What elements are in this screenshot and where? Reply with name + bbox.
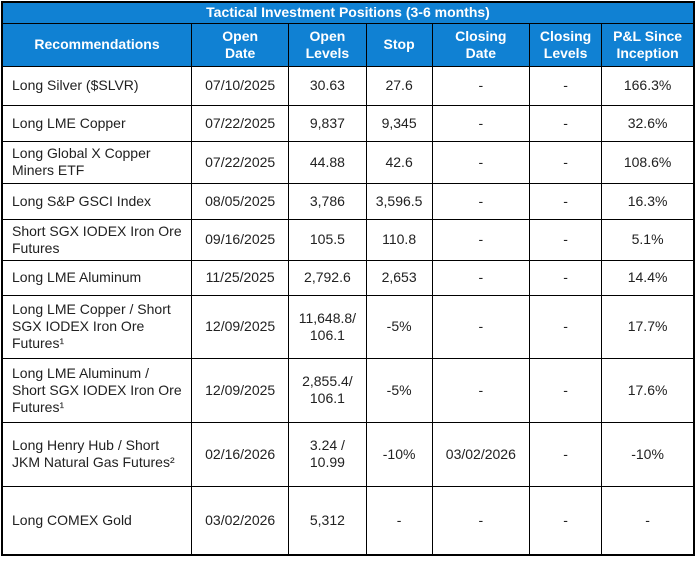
stop-cell: 110.8 xyxy=(365,218,433,261)
closing-levels-cell: - xyxy=(528,294,603,359)
table-row: Long S&P GSCI Index 08/05/2025 3,786 3,596.… xyxy=(1,182,695,220)
stop-cell: 27.6 xyxy=(365,65,433,106)
closing-levels-cell: - xyxy=(528,421,603,487)
open-date-cell: 07/10/2025 xyxy=(191,65,290,106)
stop-cell: 9,345 xyxy=(365,104,433,142)
pnl-cell: 16.3% xyxy=(601,182,695,220)
closing-date-cell: - xyxy=(431,140,530,184)
table-header-row: Recommendations Open Date Open Levels St… xyxy=(1,22,695,67)
open-levels-cell: 5,312 xyxy=(288,485,367,556)
closing-date-cell: - xyxy=(431,357,530,423)
stop-cell: -10% xyxy=(365,421,433,487)
open-date-cell: 11/25/2025 xyxy=(191,259,290,296)
closing-levels-cell: - xyxy=(528,104,603,142)
open-date-cell: 07/22/2025 xyxy=(191,140,290,184)
open-levels-cell: 9,837 xyxy=(288,104,367,142)
positions-tbody: Long Silver ($SLVR) 07/10/2025 30.63 27.6- -… xyxy=(1,65,695,556)
closing-date-cell: - xyxy=(431,65,530,106)
recommendation-cell: Long Global X Copper Miners ETF xyxy=(1,140,193,184)
recommendation-cell: Long LME Copper / Short SGX IODEX Iron O… xyxy=(1,294,193,359)
stop-cell: 42.6 xyxy=(365,140,433,184)
closing-date-cell: - xyxy=(431,259,530,296)
table-row: Long LME Aluminum / Short SGX IODEX Iron… xyxy=(1,357,695,423)
column-header-pnl-since-inception: P&L Since Inception xyxy=(601,22,695,67)
open-date-cell: 02/16/2026 xyxy=(191,421,290,487)
closing-levels-cell: - xyxy=(528,182,603,220)
closing-date-cell: - xyxy=(431,485,530,556)
pnl-cell: 32.6% xyxy=(601,104,695,142)
recommendation-cell: Long Henry Hub / Short JKM Natural Gas F… xyxy=(1,421,193,487)
closing-levels-cell: - xyxy=(528,218,603,261)
open-date-cell: 12/09/2025 xyxy=(191,294,290,359)
stop-cell: 2,653 xyxy=(365,259,433,296)
open-levels-cell: 3.24 / 10.99 xyxy=(288,421,367,487)
open-levels-cell: 11,648.8/ 106.1 xyxy=(288,294,367,359)
recommendation-cell: Long COMEX Gold xyxy=(1,485,193,556)
pnl-cell: 17.7% xyxy=(601,294,695,359)
closing-levels-cell: - xyxy=(528,259,603,296)
pnl-cell: 108.6% xyxy=(601,140,695,184)
pnl-cell: 166.3% xyxy=(601,65,695,106)
open-levels-cell: 3,786 xyxy=(288,182,367,220)
recommendation-cell: Long LME Copper xyxy=(1,104,193,142)
open-levels-cell: 30.63 xyxy=(288,65,367,106)
recommendation-cell: Long LME Aluminum xyxy=(1,259,193,296)
column-header-recommendations: Recommendations xyxy=(1,22,193,67)
open-date-cell: 09/16/2025 xyxy=(191,218,290,261)
open-date-cell: 07/22/2025 xyxy=(191,104,290,142)
table-row: Long Silver ($SLVR) 07/10/2025 30.63 27.6- -… xyxy=(1,65,695,106)
table-title: Tactical Investment Positions (3-6 month… xyxy=(1,1,695,24)
table-row: Long Global X Copper Miners ETF 07/22/202… xyxy=(1,140,695,184)
recommendation-cell: Long Silver ($SLVR) xyxy=(1,65,193,106)
closing-date-cell: 03/02/2026 xyxy=(431,421,530,487)
closing-levels-cell: - xyxy=(528,140,603,184)
stop-cell: 3,596.5 xyxy=(365,182,433,220)
closing-date-cell: - xyxy=(431,104,530,142)
table-row: Long Henry Hub / Short JKM Natural Gas F… xyxy=(1,421,695,487)
pnl-cell: 14.4% xyxy=(601,259,695,296)
recommendation-cell: Long S&P GSCI Index xyxy=(1,182,193,220)
table-row: Long COMEX Gold 03/02/2026 5,312- - - - xyxy=(1,485,695,556)
open-date-cell: 03/02/2026 xyxy=(191,485,290,556)
closing-date-cell: - xyxy=(431,182,530,220)
open-levels-cell: 44.88 xyxy=(288,140,367,184)
closing-date-cell: - xyxy=(431,294,530,359)
pnl-cell: -10% xyxy=(601,421,695,487)
pnl-cell: - xyxy=(601,485,695,556)
closing-date-cell: - xyxy=(431,218,530,261)
column-header-open-date: Open Date xyxy=(191,22,290,67)
column-header-stop: Stop xyxy=(365,22,433,67)
open-levels-cell: 2,792.6 xyxy=(288,259,367,296)
pnl-cell: 5.1% xyxy=(601,218,695,261)
tactical-positions-table: Tactical Investment Positions (3-6 month… xyxy=(1,1,695,556)
open-levels-cell: 2,855.4/ 106.1 xyxy=(288,357,367,423)
table-row: Long LME Copper / Short SGX IODEX Iron O… xyxy=(1,294,695,359)
stop-cell: - xyxy=(365,485,433,556)
table-row: Short SGX IODEX Iron Ore Futures 09/16/20… xyxy=(1,218,695,261)
closing-levels-cell: - xyxy=(528,485,603,556)
column-header-closing-date: Closing Date xyxy=(431,22,530,67)
closing-levels-cell: - xyxy=(528,357,603,423)
stop-cell: -5% xyxy=(365,357,433,423)
table-row: Long LME Aluminum 11/25/2025 2,792.6 2,653-… xyxy=(1,259,695,296)
pnl-cell: 17.6% xyxy=(601,357,695,423)
open-date-cell: 08/05/2025 xyxy=(191,182,290,220)
recommendation-cell: Long LME Aluminum / Short SGX IODEX Iron… xyxy=(1,357,193,423)
open-date-cell: 12/09/2025 xyxy=(191,357,290,423)
column-header-open-levels: Open Levels xyxy=(288,22,367,67)
closing-levels-cell: - xyxy=(528,65,603,106)
table-title-row: Tactical Investment Positions (3-6 month… xyxy=(1,1,695,24)
column-header-closing-levels: Closing Levels xyxy=(528,22,603,67)
recommendation-cell: Short SGX IODEX Iron Ore Futures xyxy=(1,218,193,261)
open-levels-cell: 105.5 xyxy=(288,218,367,261)
stop-cell: -5% xyxy=(365,294,433,359)
table-row: Long LME Copper 07/22/2025 9,837 9,345- -32.… xyxy=(1,104,695,142)
